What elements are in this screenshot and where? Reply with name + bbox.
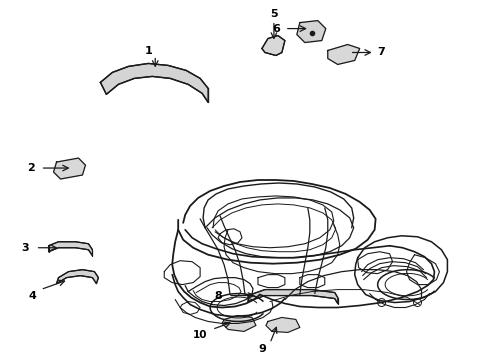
Polygon shape (262, 36, 285, 55)
Polygon shape (56, 270, 98, 284)
Polygon shape (328, 45, 360, 64)
Text: 6: 6 (272, 24, 280, 33)
Polygon shape (266, 318, 300, 332)
Polygon shape (53, 158, 85, 179)
Text: 10: 10 (193, 330, 207, 341)
Text: 1: 1 (145, 45, 152, 55)
Polygon shape (49, 242, 93, 256)
Text: 2: 2 (27, 163, 34, 173)
Polygon shape (248, 289, 338, 303)
Polygon shape (297, 21, 326, 42)
Text: 5: 5 (270, 9, 278, 19)
Text: 9: 9 (258, 345, 266, 354)
Polygon shape (100, 63, 208, 102)
Text: 7: 7 (378, 48, 386, 58)
Text: 3: 3 (21, 243, 28, 253)
Text: 4: 4 (29, 291, 37, 301)
Text: 8: 8 (214, 291, 222, 301)
Polygon shape (222, 315, 256, 332)
